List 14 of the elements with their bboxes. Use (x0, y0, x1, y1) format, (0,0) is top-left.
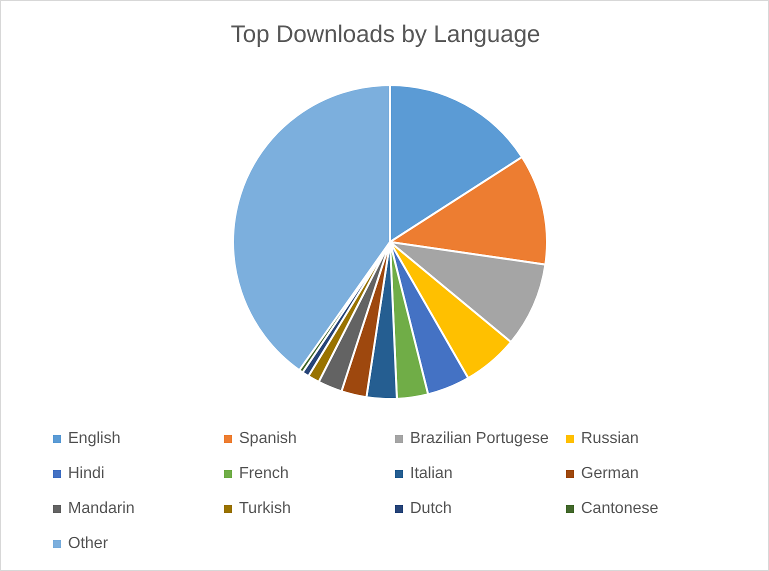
legend-label: Other (68, 534, 108, 552)
chart-title: Top Downloads by Language (230, 21, 542, 49)
legend-label: Spanish (239, 430, 297, 448)
legend-label: French (239, 464, 289, 482)
legend-label: Italian (410, 464, 453, 482)
legend-label: Russian (581, 430, 639, 448)
legend-label: Brazilian Portugese (410, 430, 549, 448)
legend-label: English (68, 430, 120, 448)
legend-label: Turkish (239, 500, 291, 518)
legend-label: German (581, 464, 639, 482)
legend-label: Hindi (68, 464, 104, 482)
legend-label: Cantonese (581, 500, 658, 518)
legend-label: Mandarin (68, 500, 135, 518)
legend-label: Dutch (410, 500, 452, 518)
